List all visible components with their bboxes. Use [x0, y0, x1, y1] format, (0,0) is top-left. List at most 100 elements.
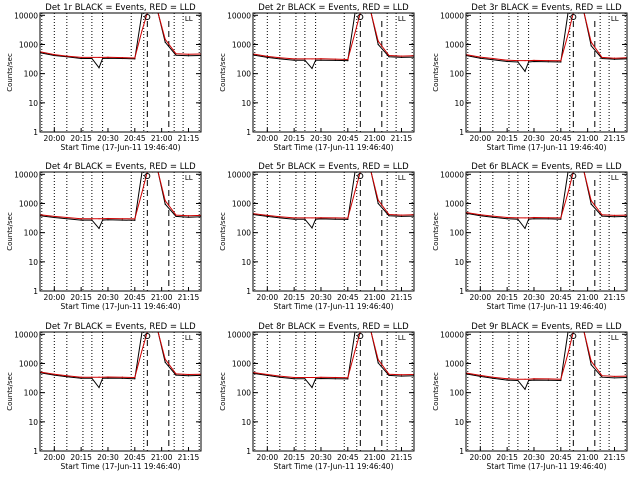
series-events-line: [466, 172, 627, 230]
series-lld-point: [590, 41, 592, 43]
plot-frame: [252, 331, 415, 452]
series-events-point: [492, 216, 494, 218]
series-events-point: [479, 57, 481, 59]
series-events-point: [175, 54, 177, 56]
x-tick-label: 20:30: [97, 134, 119, 143]
series-lld-point: [388, 213, 390, 216]
series-events-point: [98, 386, 100, 389]
y-tick-label: 10000: [227, 11, 251, 20]
series-events-point: [134, 219, 136, 221]
series-lld-point: [524, 378, 526, 380]
series-lld-point: [377, 40, 379, 42]
series-lld-point: [315, 58, 317, 60]
series-events-point: [388, 215, 390, 217]
series-events-point: [388, 56, 390, 58]
x-tick-label: 20:30: [97, 293, 119, 302]
series-events-point: [304, 59, 306, 61]
series-events-point: [98, 227, 100, 229]
series-events-point: [533, 379, 535, 381]
series-events-line: [466, 332, 627, 391]
series-events-point: [107, 377, 109, 379]
marker-circle: [144, 333, 151, 339]
series-events-point: [91, 57, 93, 60]
y-tick-label: 1000: [19, 359, 38, 368]
series-lld-point: [53, 53, 55, 56]
series-events-point: [388, 374, 390, 377]
y-tick-label: 100: [237, 389, 252, 398]
series-lld-point: [567, 352, 569, 355]
x-axis-label: Start Time (17-Jun-11 19:46:40): [487, 302, 607, 311]
x-tick-label: 21:00: [364, 293, 386, 302]
series-lld-point: [601, 214, 603, 216]
panel-title: Det 9r BLACK = Events, RED = LLD: [471, 322, 622, 332]
x-tick-label: 21:15: [178, 293, 200, 302]
series-lld-point: [91, 218, 93, 220]
panel-title: Det 6r BLACK = Events, RED = LLD: [471, 162, 622, 172]
series-lld-point: [53, 215, 55, 218]
x-tick-label: 20:30: [310, 293, 332, 302]
corner-mark: LL: [185, 334, 193, 342]
series-events-point: [533, 60, 535, 63]
series-lld-point: [279, 375, 281, 377]
series-events-point: [524, 388, 526, 390]
x-tick-label: 21:00: [364, 134, 386, 143]
series-lld-point: [175, 373, 177, 375]
x-tick-label: 20:45: [337, 134, 359, 143]
series-events-point: [560, 379, 562, 382]
series-events-point: [590, 203, 592, 205]
series-events-point: [80, 219, 82, 221]
series-events-point: [121, 219, 123, 221]
series-lld-line: [40, 13, 201, 59]
series-lld-point: [311, 58, 313, 60]
series-events-point: [293, 378, 295, 380]
y-tick-label: 10: [454, 418, 464, 427]
series-events-point: [560, 61, 562, 63]
x-axis-label: Start Time (17-Jun-11 19:46:40): [61, 462, 181, 471]
series-events-point: [293, 59, 295, 61]
series-events-point: [102, 57, 104, 60]
series-lld-point: [121, 376, 123, 378]
series-lld-point: [98, 218, 100, 220]
series-lld-line: [253, 332, 414, 379]
series-lld-point: [524, 60, 526, 62]
x-tick-label: 21:15: [391, 293, 413, 302]
series-lld-point: [334, 58, 336, 60]
x-tick-label: 20:00: [256, 134, 278, 143]
x-tick-label: 20:15: [496, 134, 518, 143]
y-tick-label: 100: [450, 229, 465, 238]
series-lld-point: [533, 378, 535, 380]
y-tick-label: 1: [33, 447, 38, 456]
panel-title: Det 4r BLACK = Events, RED = LLD: [45, 162, 196, 172]
series-lld-point: [613, 214, 616, 217]
y-axis-label: Counts/sec: [432, 53, 440, 92]
series-events-point: [121, 377, 123, 379]
y-tick-label: 1: [459, 287, 464, 296]
series-lld-point: [279, 216, 281, 218]
series-lld-point: [377, 199, 379, 201]
series-lld-point: [293, 217, 295, 219]
series-lld-point: [560, 217, 562, 219]
series-lld-point: [164, 358, 166, 360]
series-lld-point: [334, 376, 336, 379]
y-tick-label: 10000: [440, 11, 464, 20]
series-lld-point: [547, 60, 549, 62]
x-tick-label: 20:30: [523, 134, 545, 143]
y-tick-label: 1000: [445, 40, 464, 49]
x-tick-label: 20:00: [256, 293, 278, 302]
series-lld-point: [164, 38, 166, 40]
y-tick-label: 10000: [227, 170, 251, 179]
series-lld-point: [613, 375, 616, 378]
series-lld-point: [400, 55, 403, 57]
x-tick-label: 20:15: [70, 293, 92, 302]
series-lld-point: [102, 218, 104, 220]
series-lld-point: [517, 60, 519, 62]
series-lld-point: [354, 32, 356, 34]
plot-frame: [465, 331, 628, 452]
series-lld-point: [80, 56, 82, 59]
x-axis-label: Start Time (17-Jun-11 19:46:40): [61, 302, 181, 311]
y-axis-label: Counts/sec: [219, 53, 227, 92]
y-tick-label: 10: [241, 258, 251, 267]
y-tick-label: 10: [241, 99, 251, 108]
series-events-point: [547, 61, 549, 63]
series-events-point: [613, 377, 616, 379]
